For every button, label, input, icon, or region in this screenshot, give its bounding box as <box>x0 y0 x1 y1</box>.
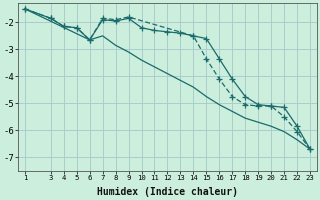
X-axis label: Humidex (Indice chaleur): Humidex (Indice chaleur) <box>97 186 238 197</box>
